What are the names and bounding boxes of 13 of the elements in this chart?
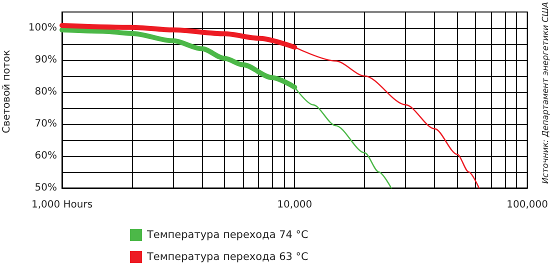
text: Источник: Департамент энергетики США xyxy=(540,2,550,184)
legend-label: Температура перехода 74 °C xyxy=(146,229,308,241)
x-tick-label: 100,000 xyxy=(506,200,548,210)
x-tick-label: 10,000 xyxy=(277,200,312,210)
y-tick-label: 80% xyxy=(34,86,57,98)
y-axis-title: Световой поток xyxy=(2,50,12,134)
y-tick-label: 90% xyxy=(34,54,57,66)
x-tick-label: 1,000 Hours xyxy=(31,200,93,210)
y-tick-label: 100% xyxy=(28,22,57,34)
legend-label: Температура перехода 63 °C xyxy=(146,251,308,263)
y-tick-label: 70% xyxy=(34,118,57,130)
y-tick-label: 50% xyxy=(34,182,57,194)
y-tick-label: 60% xyxy=(34,150,57,162)
